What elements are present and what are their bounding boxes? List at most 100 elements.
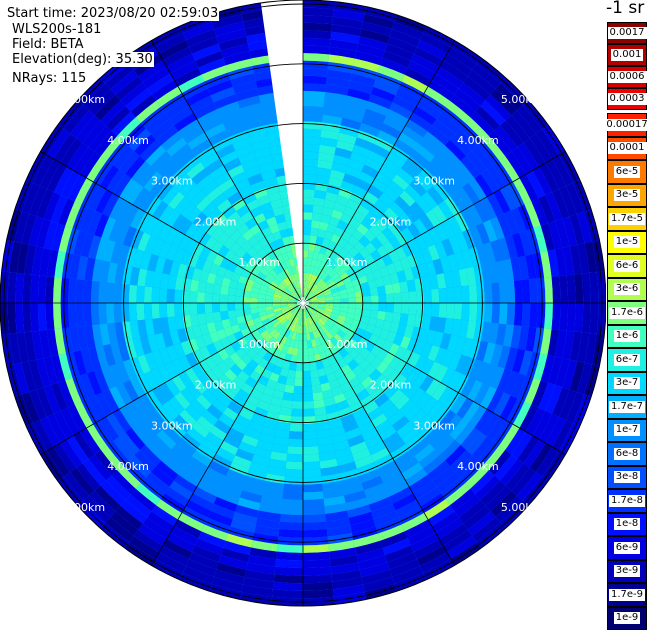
range-gate-cell — [303, 521, 327, 530]
colorbar-label: 1.7e-7 — [609, 401, 645, 413]
range-gate-cell — [303, 121, 322, 130]
range-gate-cell — [424, 303, 432, 316]
range-ring-label: 1.00km — [326, 338, 368, 351]
range-gate-cell — [393, 303, 401, 313]
range-gate-cell — [235, 296, 243, 303]
range-gate-cell — [91, 303, 100, 325]
range-gate-cell — [53, 277, 62, 303]
range-gate-cell — [303, 53, 329, 62]
range-gate-cell — [83, 280, 92, 303]
range-gate-cell — [197, 303, 205, 314]
range-gate-cell — [286, 461, 303, 469]
range-ring-label: 2.00km — [195, 379, 237, 392]
colorbar-label: 1e-8 — [614, 518, 641, 530]
range-gate-cell — [401, 292, 409, 303]
range-gate-cell — [303, 469, 321, 477]
range-gate-cell — [461, 286, 469, 303]
colorbar-cell: 0.0001 — [607, 137, 647, 161]
range-ring-label: 5.00km — [501, 501, 543, 514]
range-gate-cell — [167, 303, 175, 317]
instrument-name: WLS200s-181 — [12, 22, 101, 37]
range-gate-cell — [303, 341, 308, 349]
range-gate-cell — [220, 311, 229, 320]
range-gate-cell — [286, 377, 295, 386]
range-gate-cell — [277, 544, 303, 553]
range-gate-cell — [289, 431, 303, 439]
range-ring-label: 4.00km — [107, 460, 149, 473]
range-gate-cell — [431, 289, 439, 303]
range-gate-cell — [386, 303, 394, 313]
range-gate-cell — [392, 283, 401, 294]
range-gate-cell — [491, 303, 500, 324]
range-gate-cell — [484, 303, 493, 323]
range-gate-cell — [303, 212, 313, 220]
range-gate-cell — [303, 235, 310, 243]
colorbar-cell: 0.00017 — [607, 113, 647, 137]
range-gate-cell — [454, 303, 462, 320]
range-gate-cell — [152, 287, 160, 303]
range-gate-cell — [91, 281, 100, 303]
range-gate-cell — [282, 491, 303, 500]
range-gate-cell — [213, 312, 222, 322]
range-gate-cell — [293, 386, 303, 394]
range-gate-cell — [521, 279, 530, 303]
range-ring-label: 3.00km — [413, 175, 455, 188]
colorbar-label: 6e-5 — [614, 166, 641, 178]
range-gate-cell — [290, 424, 303, 432]
range-gate-cell — [220, 294, 228, 303]
range-ring-label: 2.00km — [195, 215, 237, 228]
range-gate-cell — [378, 294, 386, 303]
range-gate-cell — [287, 446, 303, 454]
range-gate-cell — [250, 303, 258, 309]
range-gate-cell — [205, 283, 214, 294]
range-gate-cell — [303, 144, 320, 152]
range-ring-label: 4.00km — [457, 134, 499, 147]
elevation-angle: Elevation(deg): 35.30 — [11, 52, 154, 67]
range-gate-cell — [303, 446, 319, 454]
range-gate-cell — [529, 278, 538, 303]
colorbar-cell: 6e-7 — [607, 348, 647, 372]
range-gate-cell — [189, 291, 197, 303]
range-gate-cell — [303, 484, 323, 493]
range-gate-cell — [212, 303, 220, 313]
range-gate-cell — [174, 290, 182, 303]
range-gate-cell — [439, 288, 447, 303]
colorbar-label: 1.7e-8 — [609, 495, 645, 507]
range-gate-cell — [303, 167, 317, 175]
colorbar-cell: 0.0017 — [607, 22, 647, 44]
range-gate-cell — [312, 213, 322, 222]
colorbar-unit: -1 sr — [606, 0, 644, 18]
range-gate-cell — [506, 303, 515, 325]
range-gate-cell — [303, 258, 308, 266]
range-gate-cell — [303, 91, 325, 100]
range-gate-cell — [68, 278, 77, 303]
range-gate-cell — [106, 303, 115, 324]
range-gate-cell — [227, 303, 235, 311]
range-gate-cell — [408, 303, 416, 315]
colorbar-cell: 1.7e-8 — [607, 489, 647, 513]
colorbar-label: 1e-6 — [614, 330, 641, 342]
range-gate-cell — [159, 303, 167, 318]
range-gate-cell — [129, 303, 137, 321]
range-gate-cell — [258, 303, 266, 308]
range-gate-cell — [303, 454, 320, 462]
range-gate-cell — [313, 392, 324, 401]
colorbar-cell: 1.7e-5 — [607, 207, 647, 231]
range-gate-cell — [174, 303, 182, 316]
range-ring-label: 5.00km — [64, 93, 106, 106]
range-gate-cell — [303, 152, 319, 160]
range-gate-cell — [212, 293, 220, 303]
range-gate-cell — [298, 341, 303, 349]
range-gate-cell — [136, 286, 144, 303]
colorbar-cell: 6e-9 — [607, 536, 647, 560]
colorbar-cell: 1.7e-9 — [607, 583, 647, 607]
range-gate-cell — [114, 303, 123, 323]
colorbar-label: 3e-5 — [614, 189, 641, 201]
range-gate-cell — [303, 348, 309, 356]
range-gate-cell — [311, 220, 320, 229]
colorbar-label: 6e-7 — [614, 354, 641, 366]
range-gate-cell — [341, 303, 349, 308]
range-gate-cell — [371, 303, 379, 311]
range-gate-cell — [393, 293, 401, 303]
